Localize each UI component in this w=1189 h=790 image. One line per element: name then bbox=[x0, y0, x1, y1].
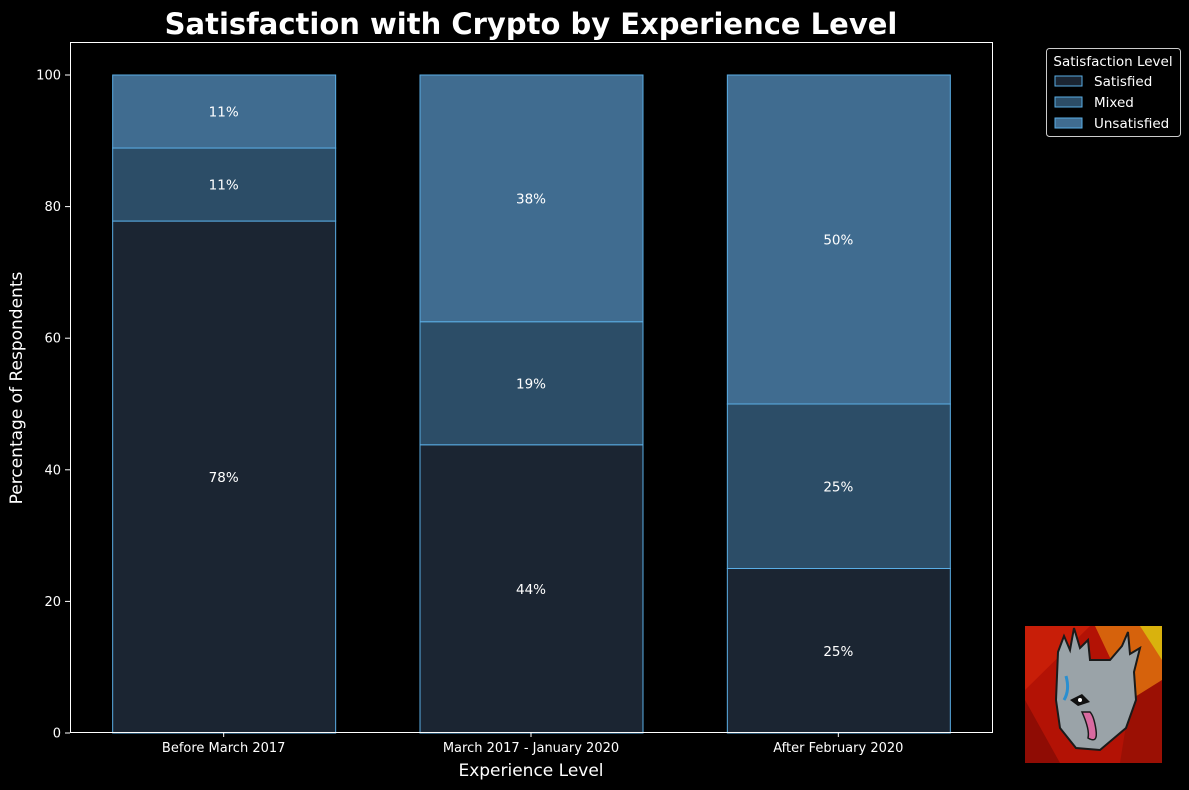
x-tick-label: Before March 2017 bbox=[162, 741, 285, 756]
x-axis-label: Experience Level bbox=[458, 761, 603, 781]
y-tick-label: 60 bbox=[44, 332, 61, 347]
legend-swatch-satisfied bbox=[1054, 75, 1083, 87]
legend-title: Satisfaction Level bbox=[1053, 54, 1172, 70]
legend: Satisfaction Level Satisfied Mixed Unsatis… bbox=[1046, 48, 1181, 137]
x-tick-label: March 2017 - January 2020 bbox=[443, 741, 619, 756]
y-tick-label: 0 bbox=[53, 727, 61, 742]
bar-mixed bbox=[726, 403, 951, 569]
y-tick-label: 100 bbox=[36, 69, 61, 84]
legend-label-unsatisfied: Unsatisfied bbox=[1094, 116, 1169, 132]
bar-satisfied bbox=[419, 444, 644, 734]
data-label: 50% bbox=[823, 233, 853, 249]
legend-label-satisfied: Satisfied bbox=[1094, 74, 1152, 90]
mascot-logo bbox=[1025, 626, 1162, 763]
chart-title: Satisfaction with Crypto by Experience L… bbox=[165, 7, 898, 41]
legend-swatch-unsatisfied bbox=[1054, 117, 1083, 129]
y-tick-label: 20 bbox=[44, 595, 61, 610]
bar-satisfied bbox=[112, 220, 337, 734]
bar-unsatisfied bbox=[726, 74, 951, 405]
x-tick-label: After February 2020 bbox=[773, 741, 903, 756]
y-tick-label: 80 bbox=[44, 200, 61, 215]
data-label: 19% bbox=[516, 376, 546, 392]
data-label: 38% bbox=[516, 191, 546, 207]
legend-label-mixed: Mixed bbox=[1094, 95, 1134, 111]
legend-box bbox=[1046, 48, 1181, 137]
bar-satisfied bbox=[726, 568, 951, 734]
data-label: 11% bbox=[209, 105, 239, 121]
data-label: 25% bbox=[823, 479, 853, 495]
y-axis-label: Percentage of Respondents bbox=[7, 272, 27, 505]
plot-area: 78% 11% 11% 44% 19% 38% 25% 25% 50% bbox=[112, 74, 951, 734]
bar-mixed bbox=[112, 147, 337, 222]
data-label: 25% bbox=[823, 644, 853, 660]
data-label: 44% bbox=[516, 582, 546, 598]
bar-mixed bbox=[419, 321, 644, 446]
y-tick-label: 40 bbox=[44, 463, 61, 478]
data-label: 78% bbox=[209, 470, 239, 486]
legend-swatch-mixed bbox=[1054, 96, 1083, 108]
data-label: 11% bbox=[209, 178, 239, 194]
bar-unsatisfied bbox=[419, 74, 644, 323]
bar-unsatisfied bbox=[112, 74, 337, 149]
